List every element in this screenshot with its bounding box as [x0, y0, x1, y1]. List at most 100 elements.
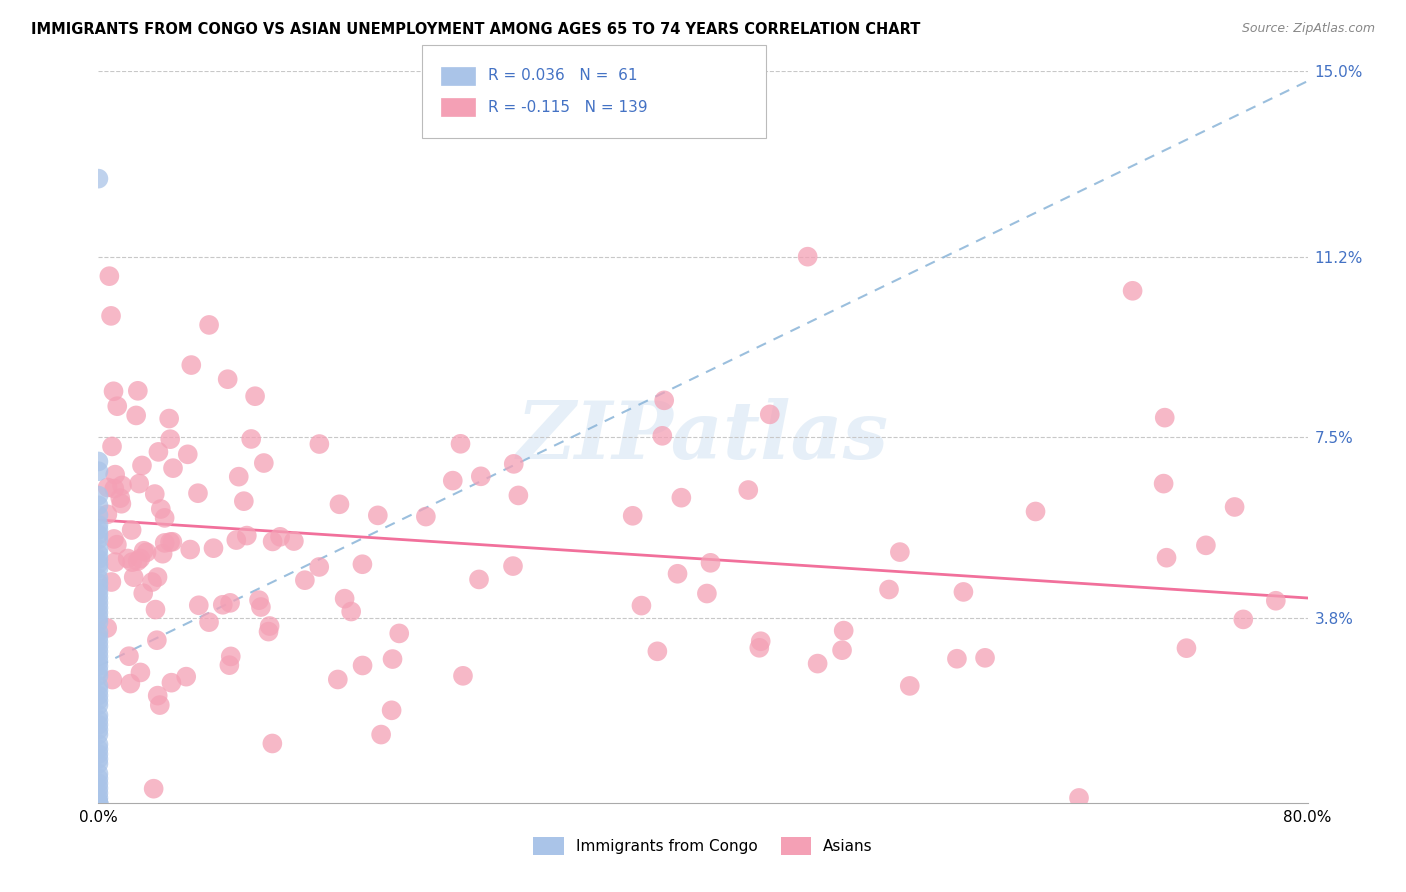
Point	[759, 408, 782, 422]
Point	[198, 615, 221, 629]
Point	[243, 389, 266, 403]
Point	[129, 665, 152, 680]
Point	[149, 502, 172, 516]
Point	[651, 429, 673, 443]
Point	[96, 508, 118, 522]
Point	[100, 574, 122, 589]
Point	[160, 675, 183, 690]
Point	[105, 399, 128, 413]
Point	[87, 581, 110, 595]
Point	[468, 573, 491, 587]
Point	[352, 558, 374, 572]
Point	[367, 508, 389, 523]
Point	[104, 555, 127, 569]
Point	[974, 650, 997, 665]
Point	[508, 488, 530, 502]
Point	[87, 562, 110, 576]
Point	[1122, 284, 1144, 298]
Point	[381, 652, 404, 666]
Point	[502, 457, 524, 471]
Point	[87, 464, 110, 478]
Point	[796, 250, 818, 264]
Point	[333, 591, 356, 606]
Point	[340, 605, 363, 619]
Point	[652, 393, 675, 408]
Point	[157, 411, 180, 425]
Point	[87, 552, 110, 566]
Point	[87, 547, 110, 561]
Point	[87, 523, 110, 537]
Point	[219, 649, 242, 664]
Point	[87, 718, 110, 732]
Point	[228, 469, 250, 483]
Point	[749, 634, 772, 648]
Point	[502, 559, 524, 574]
Point	[87, 635, 110, 649]
Point	[145, 602, 167, 616]
Point	[100, 309, 122, 323]
Point	[120, 676, 142, 690]
Point	[87, 557, 110, 571]
Point	[127, 384, 149, 398]
Point	[87, 533, 110, 547]
Point	[187, 486, 209, 500]
Point	[87, 645, 110, 659]
Point	[121, 523, 143, 537]
Point	[370, 728, 392, 742]
Point	[105, 538, 128, 552]
Point	[415, 509, 437, 524]
Point	[103, 482, 125, 496]
Point	[326, 673, 349, 687]
Point	[621, 508, 644, 523]
Point	[87, 625, 110, 640]
Point	[87, 517, 110, 532]
Point	[146, 633, 169, 648]
Point	[352, 658, 374, 673]
Point	[118, 649, 141, 664]
Point	[87, 756, 110, 771]
Point	[117, 551, 139, 566]
Point	[250, 600, 273, 615]
Point	[470, 469, 492, 483]
Point	[87, 796, 110, 810]
Point	[898, 679, 921, 693]
Point	[202, 541, 225, 556]
Point	[87, 796, 110, 810]
Point	[87, 659, 110, 673]
Point	[87, 630, 110, 644]
Point	[87, 713, 110, 727]
Point	[87, 586, 110, 600]
Point	[96, 621, 118, 635]
Point	[1175, 641, 1198, 656]
Point	[87, 683, 110, 698]
Point	[131, 458, 153, 473]
Point	[198, 318, 221, 332]
Point	[87, 791, 110, 805]
Point	[87, 766, 110, 780]
Point	[87, 796, 110, 810]
Point	[294, 573, 316, 587]
Text: R = -0.115   N = 139: R = -0.115 N = 139	[488, 100, 648, 114]
Point	[737, 483, 759, 497]
Point	[232, 494, 254, 508]
Point	[87, 776, 110, 790]
Point	[87, 796, 110, 810]
Point	[87, 737, 110, 751]
Point	[159, 432, 181, 446]
Point	[87, 542, 110, 557]
Point	[87, 596, 110, 610]
Point	[87, 591, 110, 605]
Point	[87, 606, 110, 620]
Point	[832, 624, 855, 638]
Point	[142, 781, 165, 796]
Point	[219, 596, 242, 610]
Point	[87, 786, 110, 800]
Point	[696, 586, 718, 600]
Point	[87, 640, 110, 654]
Point	[262, 737, 284, 751]
Point	[87, 747, 110, 761]
Point	[125, 409, 148, 423]
Text: R = 0.036   N =  61: R = 0.036 N = 61	[488, 69, 637, 83]
Point	[257, 624, 280, 639]
Point	[187, 599, 209, 613]
